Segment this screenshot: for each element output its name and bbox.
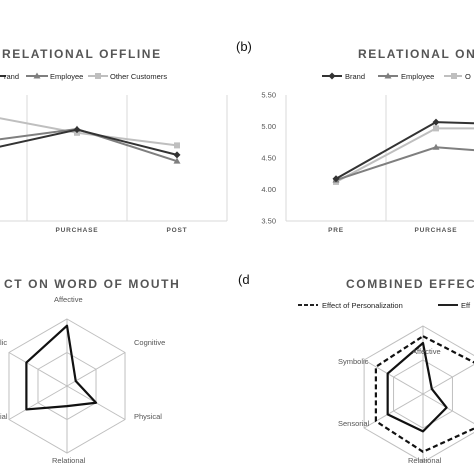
- radar-c-label-cognitive: Cognitive: [134, 338, 165, 347]
- panel-a-point-brand-post: [173, 151, 181, 159]
- panel-d-radar-series-1: [386, 341, 448, 433]
- panel-b-point-employee-purchase: [432, 143, 440, 150]
- panel-d-radar-series-0: [374, 335, 474, 453]
- panel-d-letter: (d: [238, 272, 250, 287]
- panel-a-point-employee-post: [173, 157, 181, 164]
- legend-b-other-marker: [451, 73, 457, 79]
- panel-b-point-other-customers-purchase: [433, 125, 439, 132]
- panel-d-title: COMBINED EFFECT: [346, 277, 474, 291]
- legend-a-brand-label: rand: [4, 72, 19, 81]
- panel-c-radar: [8, 318, 126, 454]
- legend-a-other-marker: [95, 73, 101, 79]
- panel-b-ytick-1: 5.00: [261, 122, 276, 131]
- legend-a-other-label: Other Customers: [110, 72, 167, 81]
- panel-b-ytick-4: 3.50: [261, 217, 276, 226]
- panel-b-letter: (b): [236, 39, 252, 54]
- radar-c-label-symbolic: lic: [0, 338, 7, 347]
- panel-b-plot: [285, 95, 474, 222]
- panel-a-legend: rand Employee Other Customers: [0, 72, 167, 81]
- panel-b-legend: Brand Employee O: [322, 72, 471, 81]
- panel-c-title: CT ON WORD OF MOUTH: [4, 277, 180, 291]
- legend-b-brand-label: Brand: [345, 72, 365, 81]
- panel-b: (b) RELATIONAL ONLI Brand Employee O 5.5…: [236, 39, 474, 234]
- panel-b-xtick-purchase: PURCHASE: [415, 227, 458, 234]
- panel-a-point-brand-purchase: [73, 126, 81, 134]
- panel-b-ytick-3: 4.00: [261, 185, 276, 194]
- panel-a-title: RELATIONAL OFFLINE: [2, 47, 162, 61]
- panel-c: CT ON WORD OF MOUTH Affective Cognitive …: [0, 277, 180, 465]
- panel-d-spoke-sensorial: [363, 393, 424, 429]
- legend-b-other-label: O: [465, 72, 471, 81]
- legend-b-employee-marker: [384, 72, 392, 79]
- panel-d-radar: [363, 325, 474, 463]
- panel-d-spoke-symbolic: [363, 359, 424, 395]
- legend-a-employee-label: Employee: [50, 72, 83, 81]
- panel-b-line-employee: [335, 146, 474, 182]
- legend-b-brand-marker: [328, 72, 336, 80]
- radar-d-label-affective: Affective: [412, 347, 441, 356]
- panel-d: (d COMBINED EFFECT Effect of Personaliza…: [238, 272, 474, 465]
- panel-c-spoke-symbolic: [8, 352, 68, 387]
- legend-d-second-label: Eff: [461, 301, 471, 310]
- panel-d-legend: Effect of Personalization Eff: [298, 301, 471, 310]
- panel-b-ytick-2: 4.50: [261, 154, 276, 163]
- panel-c-spoke-sensorial: [8, 385, 68, 420]
- radar-d-label-symbolic: Symbolic: [338, 357, 369, 366]
- radar-c-label-relational: Relational: [52, 456, 86, 465]
- radar-d-label-sensorial: Sensorial: [338, 419, 370, 428]
- panel-a-point-other-customers-post: [174, 142, 180, 149]
- panel-d-spoke-physical: [422, 393, 474, 425]
- radar-c-label-affective: Affective: [54, 295, 83, 304]
- legend-a-employee-marker: [33, 72, 41, 79]
- panel-b-ytick-0: 5.50: [261, 91, 276, 100]
- panel-c-radar-series-0: [25, 324, 98, 411]
- panel-a-plot: [0, 95, 228, 222]
- panel-b-point-brand-pre: [332, 175, 340, 183]
- panel-b-xtick-pre: PRE: [328, 227, 344, 234]
- radar-c-label-physical: Physical: [134, 412, 162, 421]
- panel-a: RELATIONAL OFFLINE rand Employee Other C…: [0, 47, 228, 234]
- legend-d-personalization-label: Effect of Personalization: [322, 301, 403, 310]
- legend-b-employee-label: Employee: [401, 72, 434, 81]
- radar-c-label-sensorial: ial: [0, 412, 8, 421]
- radar-d-label-relational: Relational: [408, 456, 442, 465]
- panel-b-point-brand-purchase: [432, 118, 440, 126]
- panel-a-xtick-purchase: PURCHASE: [56, 227, 99, 234]
- panel-b-title: RELATIONAL ONLI: [358, 47, 474, 61]
- panel-b-yaxis: 5.50 5.00 4.50 4.00 3.50: [261, 91, 276, 226]
- panel-a-xtick-post: POST: [167, 227, 188, 234]
